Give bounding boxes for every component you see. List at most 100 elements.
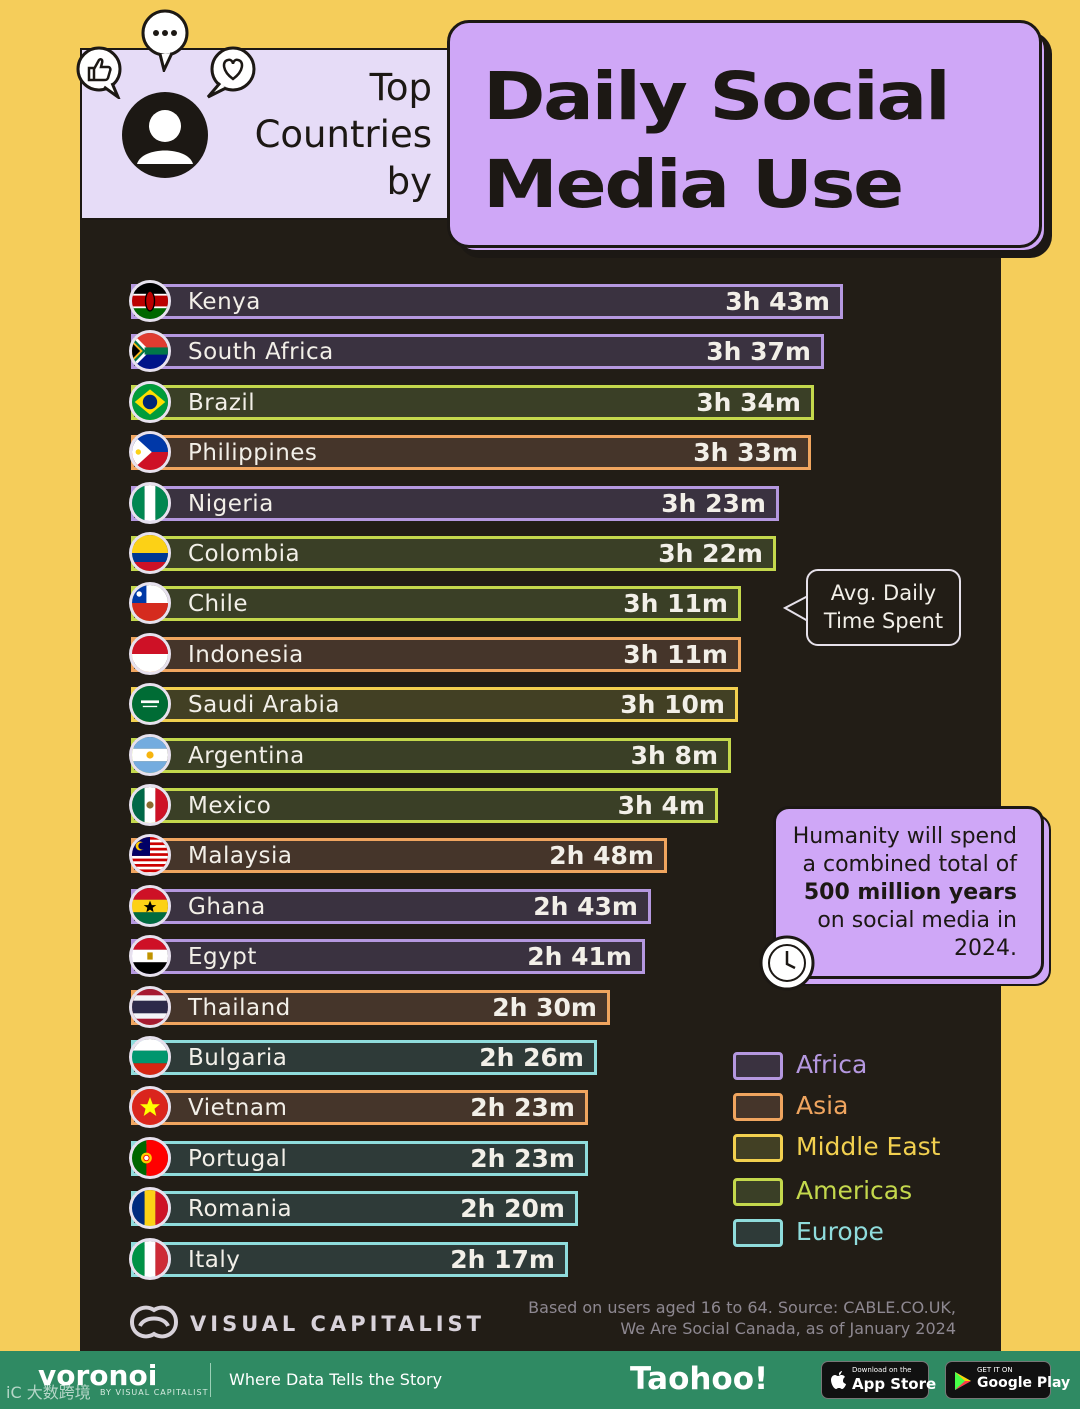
bar-portugal: Portugal 2h 23m bbox=[131, 1141, 588, 1176]
bar-label: Philippines bbox=[188, 440, 318, 466]
title-line: Daily Social bbox=[483, 58, 951, 135]
fact-callout: Humanity will spend a combined total of … bbox=[773, 806, 1044, 979]
bar-label: Italy bbox=[188, 1247, 241, 1273]
brand-name: VISUAL CAPITALIST bbox=[190, 1312, 486, 1336]
flag-bulgaria-icon bbox=[129, 1036, 171, 1078]
legend-label: Europe bbox=[796, 1217, 884, 1246]
google-play-icon bbox=[955, 1372, 971, 1390]
bar-value-label: 3h 43m bbox=[725, 287, 830, 316]
watermark-text: iC 大数跨境 bbox=[6, 1383, 91, 1402]
google-play-small-text: GET IT ON bbox=[977, 1366, 1013, 1374]
bar-value-label: 2h 23m bbox=[470, 1144, 575, 1173]
subtitle-line: by bbox=[386, 160, 432, 203]
bar-label: Egypt bbox=[188, 944, 257, 970]
fact-highlight: 500 million years bbox=[803, 880, 1017, 905]
callout-line: Time Spent bbox=[823, 609, 944, 633]
flag-thailand-icon bbox=[129, 986, 171, 1028]
bar-value-label: 2h 17m bbox=[450, 1245, 555, 1274]
bar-label: Romania bbox=[188, 1196, 293, 1222]
app-store-button[interactable]: Download on the App Store bbox=[821, 1361, 936, 1399]
clock-icon bbox=[759, 935, 815, 991]
flag-south-africa-icon bbox=[129, 330, 171, 372]
legend-swatch bbox=[733, 1052, 783, 1080]
bar-label: Malaysia bbox=[188, 843, 293, 869]
flag-egypt-icon bbox=[129, 935, 171, 977]
bar-value-label: 3h 11m bbox=[623, 640, 728, 669]
bar-label: Kenya bbox=[188, 289, 261, 315]
bar-value-label: 2h 26m bbox=[479, 1043, 584, 1072]
bar-value-label: 3h 10m bbox=[620, 690, 725, 719]
bar-value-label: 3h 22m bbox=[658, 539, 763, 568]
bar-value-label: 3h 33m bbox=[693, 438, 798, 467]
legend-swatch bbox=[733, 1134, 783, 1162]
bar-malaysia: Malaysia 2h 48m bbox=[131, 838, 667, 873]
legend-swatch bbox=[733, 1219, 783, 1247]
bar-mexico: Mexico 3h 4m bbox=[131, 788, 718, 823]
bar-label: Mexico bbox=[188, 793, 272, 819]
title-line: Media Use bbox=[483, 146, 904, 223]
callout-line: Avg. Daily bbox=[830, 581, 937, 605]
bar-value-label: 3h 34m bbox=[696, 388, 801, 417]
visual-capitalist-logo-icon bbox=[129, 1305, 179, 1339]
legend-swatch bbox=[733, 1178, 783, 1206]
flag-chile-icon bbox=[129, 582, 171, 624]
flag-mexico-icon bbox=[129, 784, 171, 826]
chat-dots-bubble-icon bbox=[141, 9, 189, 72]
app-store-label: App Store bbox=[852, 1375, 937, 1393]
bar-value-label: 3h 23m bbox=[661, 489, 766, 518]
apple-icon bbox=[831, 1371, 846, 1389]
flag-philippines-icon bbox=[129, 431, 171, 473]
flag-malaysia-icon bbox=[129, 834, 171, 876]
voronoi-logo[interactable]: voronoi bbox=[38, 1359, 158, 1392]
flag-nigeria-icon bbox=[129, 482, 171, 524]
bar-nigeria: Nigeria 3h 23m bbox=[131, 486, 779, 521]
footer-bar: voronoi BY VISUAL CAPITALIST iC 大数跨境 Whe… bbox=[0, 1351, 1080, 1409]
bar-saudi-arabia: Saudi Arabia 3h 10m bbox=[131, 687, 738, 722]
thumbs-up-bubble-icon bbox=[76, 46, 122, 99]
bar-philippines: Philippines 3h 33m bbox=[131, 435, 811, 470]
flag-saudi-arabia-icon bbox=[129, 683, 171, 725]
bar-brazil: Brazil 3h 34m bbox=[131, 385, 814, 420]
flag-ghana-icon bbox=[129, 885, 171, 927]
callout-pointer-icon bbox=[783, 595, 809, 622]
bar-label: Vietnam bbox=[188, 1095, 288, 1121]
bar-value-label: 3h 8m bbox=[630, 741, 718, 770]
bar-italy: Italy 2h 17m bbox=[131, 1242, 568, 1277]
google-play-button[interactable]: GET IT ON Google Play bbox=[945, 1361, 1070, 1399]
bar-vietnam: Vietnam 2h 23m bbox=[131, 1090, 588, 1125]
footer-divider bbox=[210, 1363, 211, 1397]
bar-bulgaria: Bulgaria 2h 26m bbox=[131, 1040, 597, 1075]
bar-value-label: 2h 23m bbox=[470, 1093, 575, 1122]
fact-text-part: Humanity will spend a combined total of bbox=[792, 824, 1017, 877]
title-box: Daily Social Media Use bbox=[447, 20, 1042, 248]
source-line: We Are Social Canada, as of January 2024 bbox=[620, 1319, 956, 1338]
header-subtitle: Top Countries by bbox=[255, 64, 432, 205]
bar-romania: Romania 2h 20m bbox=[131, 1191, 578, 1226]
bar-label: Thailand bbox=[188, 995, 291, 1021]
bar-thailand: Thailand 2h 30m bbox=[131, 990, 610, 1025]
flag-colombia-icon bbox=[129, 532, 171, 574]
bar-label: Indonesia bbox=[188, 642, 304, 668]
flag-portugal-icon bbox=[129, 1137, 171, 1179]
flag-romania-icon bbox=[129, 1187, 171, 1229]
bar-argentina: Argentina 3h 8m bbox=[131, 738, 731, 773]
taohoo-logo[interactable]: Taohoo! bbox=[630, 1361, 769, 1397]
bar-kenya: Kenya 3h 43m bbox=[131, 284, 843, 319]
google-play-label: Google Play bbox=[977, 1375, 1071, 1391]
legend-swatch bbox=[733, 1093, 783, 1121]
page-title: Daily Social Media Use bbox=[483, 53, 951, 229]
bar-value-label: 2h 48m bbox=[549, 841, 654, 870]
app-store-small-text: Download on the bbox=[852, 1366, 912, 1374]
fact-text-part: on social media in 2024. bbox=[817, 908, 1017, 961]
bar-value-label: 2h 20m bbox=[460, 1194, 565, 1223]
bar-label: Portugal bbox=[188, 1146, 288, 1172]
source-line: Based on users aged 16 to 64. Source: CA… bbox=[528, 1298, 956, 1317]
bar-label: Nigeria bbox=[188, 491, 274, 517]
legend-label: Middle East bbox=[796, 1132, 941, 1161]
source-note: Based on users aged 16 to 64. Source: CA… bbox=[528, 1297, 956, 1339]
bar-value-label: 3h 37m bbox=[706, 337, 811, 366]
heart-bubble-icon bbox=[206, 46, 256, 99]
bar-label: Bulgaria bbox=[188, 1045, 288, 1071]
bar-south-africa: South Africa 3h 37m bbox=[131, 334, 824, 369]
user-avatar-icon bbox=[122, 92, 208, 178]
